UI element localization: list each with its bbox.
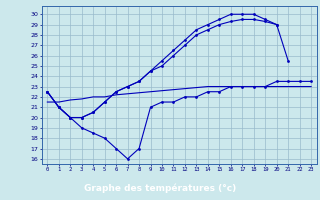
Text: Graphe des températures (°c): Graphe des températures (°c) xyxy=(84,184,236,193)
